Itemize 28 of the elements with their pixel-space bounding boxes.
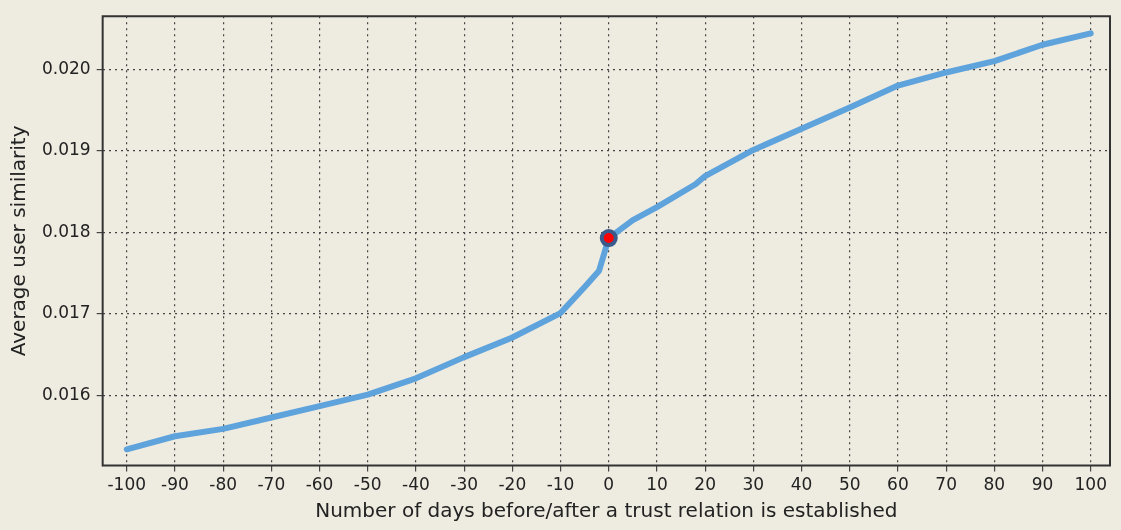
x-tick-label: 60 <box>887 474 909 495</box>
x-tick-label: -100 <box>107 474 147 495</box>
x-tick-label: -80 <box>209 474 238 495</box>
y-axis-title: Average user similarity <box>6 125 31 357</box>
y-tick-label: 0.018 <box>42 220 91 241</box>
x-tick-label: -40 <box>402 474 430 495</box>
x-tick-label: 0 <box>603 474 615 495</box>
x-tick-label: -50 <box>353 474 382 495</box>
x-tick-label: 90 <box>1031 474 1054 495</box>
x-tick-label: -30 <box>450 474 479 495</box>
x-tick-label: 100 <box>1074 474 1107 495</box>
x-tick-label: 40 <box>790 474 813 495</box>
x-tick-label: -10 <box>546 474 575 495</box>
x-tick-label: 20 <box>694 474 716 495</box>
x-tick-label: -70 <box>257 474 286 495</box>
x-tick-label: -90 <box>161 474 189 495</box>
y-tick-label: 0.019 <box>42 139 91 160</box>
x-tick-label: 30 <box>742 474 765 495</box>
x-axis-title: Number of days before/after a trust relation is established <box>315 498 898 523</box>
x-tick-label: -60 <box>305 474 334 495</box>
y-tick-label: 0.017 <box>42 302 91 323</box>
x-tick-label: 10 <box>646 474 668 495</box>
y-tick-label: 0.020 <box>42 57 91 78</box>
x-tick-label: 50 <box>838 474 861 495</box>
x-tick-label: 70 <box>935 474 957 495</box>
x-tick-label: 80 <box>983 474 1006 495</box>
x-tick-label: -20 <box>498 474 527 495</box>
y-tick-label: 0.016 <box>42 383 91 404</box>
